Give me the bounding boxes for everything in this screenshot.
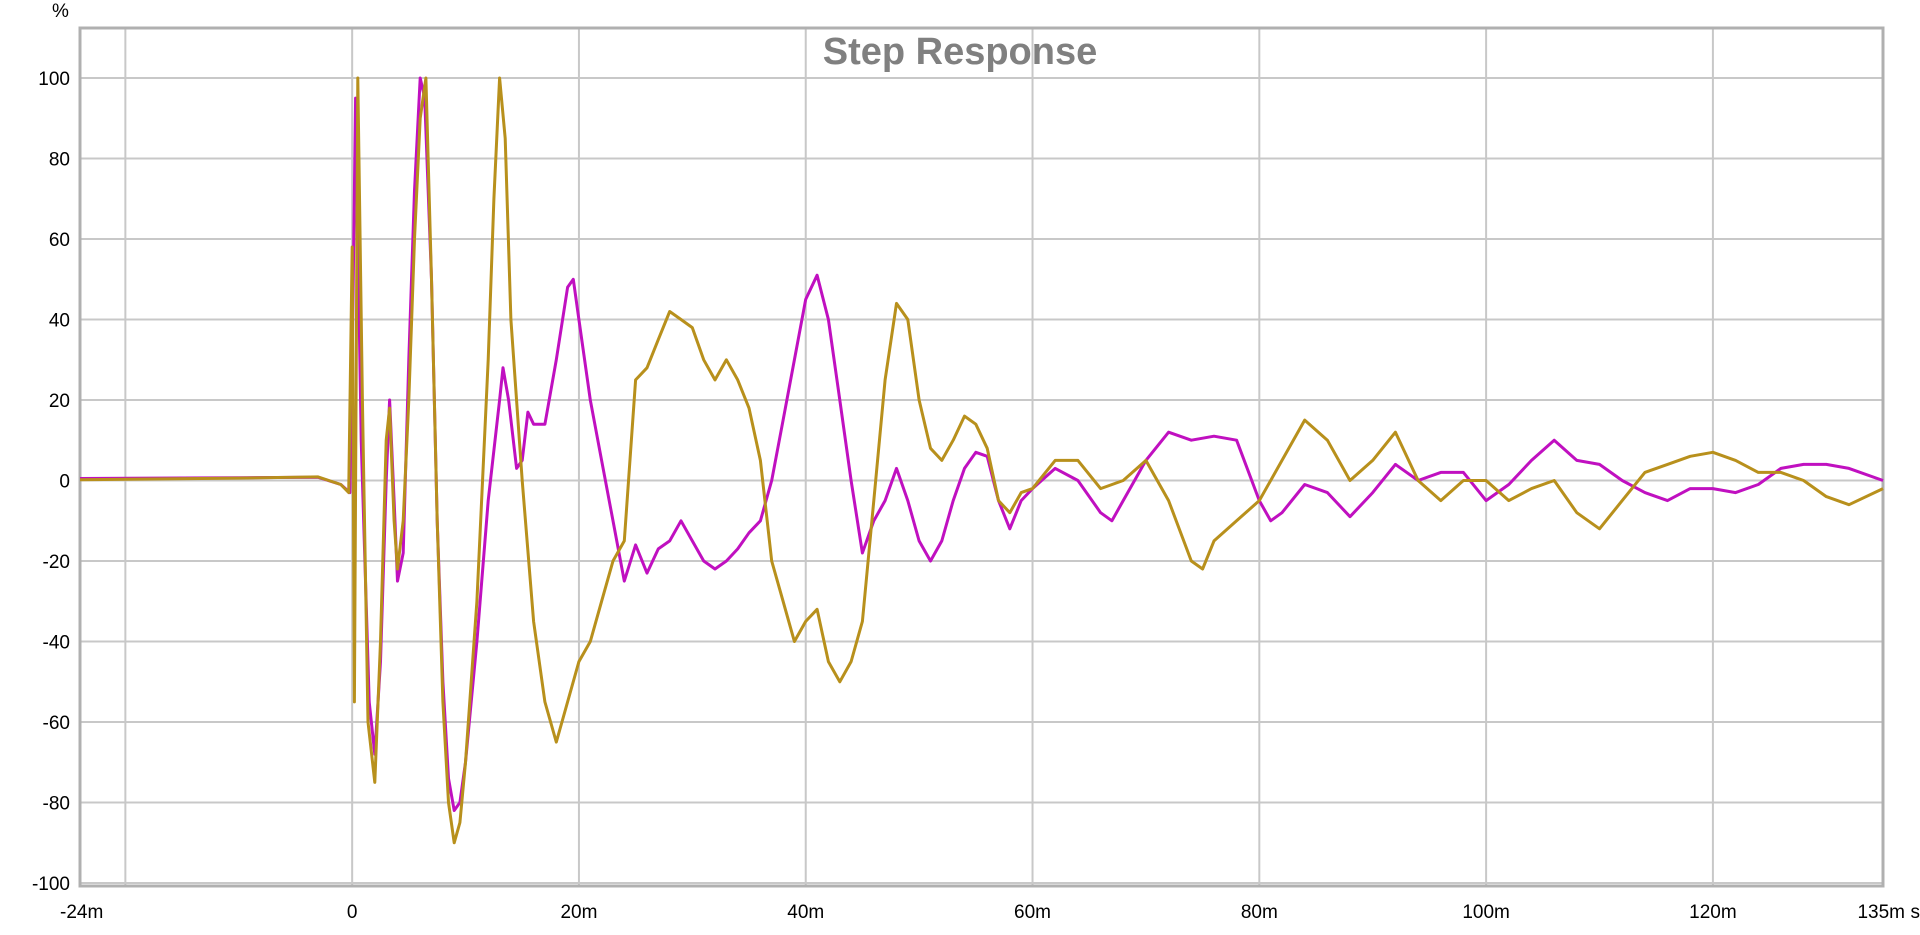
series-group: [80, 78, 1883, 843]
x-tick-label: 20m: [560, 902, 597, 923]
x-tick-label: 135m: [1857, 902, 1905, 923]
x-tick-label: 120m: [1689, 902, 1737, 923]
x-tick-label: 40m: [787, 902, 824, 923]
y-tick-label: -60: [43, 713, 70, 734]
x-unit-label: s: [1911, 902, 1920, 923]
chart-title: Step Response: [823, 31, 1098, 73]
y-tick-label: 40: [49, 311, 70, 332]
y-tick-label: -20: [43, 552, 70, 573]
y-tick-label: 0: [59, 472, 70, 493]
x-tick-label: 100m: [1462, 902, 1510, 923]
y-tick-label: 60: [49, 230, 70, 251]
y-unit-label: %: [52, 1, 69, 22]
y-tick-label: -80: [43, 794, 70, 815]
x-tick-label: 0: [347, 902, 358, 923]
x-tick-label: 80m: [1241, 902, 1278, 923]
x-tick-label: 60m: [1014, 902, 1051, 923]
series-line-2: [80, 78, 1883, 843]
y-tick-label: -100: [32, 874, 70, 895]
y-tick-label: 20: [49, 391, 70, 412]
y-tick-label: 100: [38, 69, 70, 90]
y-tick-label: -40: [43, 633, 70, 654]
y-tick-label: 80: [49, 150, 70, 171]
x-tick-label: -24m: [60, 902, 103, 923]
axis-labels: -24m 0 20m 40m 60m 80m 100m 120m 135m s 100 80 60 40 2…: [32, 69, 1920, 923]
